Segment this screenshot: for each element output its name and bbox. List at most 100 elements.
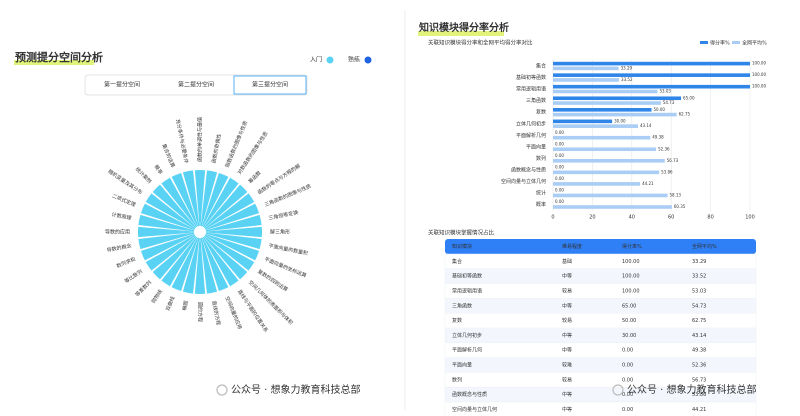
radial-bar	[201, 172, 229, 227]
radial-bar	[140, 233, 195, 261]
value-label: 33.29	[621, 65, 633, 70]
table-cell: 基础	[562, 258, 572, 265]
table-cell: 较难	[562, 362, 572, 369]
legend-swatch	[700, 41, 708, 44]
table-cell: 53.86	[692, 392, 706, 398]
table-cell: 较易	[562, 376, 572, 383]
title-highlight	[418, 31, 504, 36]
radial-label: 导数的概念	[106, 242, 132, 254]
radial-bar	[203, 184, 248, 229]
radial-bar	[202, 236, 239, 287]
value-label: 0.00	[555, 165, 564, 170]
table-row	[444, 312, 757, 329]
radial-bar	[145, 234, 196, 271]
radial-bar	[140, 203, 195, 231]
table-cell: 平面向量	[452, 362, 472, 369]
bar	[553, 135, 651, 140]
radial-bar	[137, 226, 195, 238]
radial-label: 导数的应用	[105, 229, 130, 236]
radial-bar	[200, 170, 218, 227]
table-cell: 100.00	[622, 289, 640, 295]
value-label: 43.14	[640, 123, 652, 128]
bar	[553, 101, 661, 105]
value-label: 0.00	[555, 141, 564, 146]
table-header	[445, 239, 756, 254]
table-row	[444, 298, 757, 314]
value-label: 44.21	[642, 181, 654, 186]
table-cell: 立体几何初步	[452, 332, 482, 339]
table-cell: 中等	[562, 332, 572, 339]
bar	[553, 73, 750, 77]
legend-swatch	[364, 56, 372, 64]
bar	[553, 78, 620, 82]
table-cell: 较易	[562, 317, 572, 324]
y-tick-label: 平面解析几何	[516, 132, 546, 139]
legend-label: 入门	[310, 56, 322, 64]
bar	[553, 193, 668, 198]
y-tick-label: 函数概念与性质	[511, 166, 546, 173]
table-row	[444, 357, 757, 373]
radial-label: 函数的单调性与最值	[197, 117, 204, 162]
radial-bar	[202, 177, 239, 228]
x-tick-label: 100	[745, 215, 755, 221]
radial-bar	[182, 237, 200, 294]
table-cell: 62.75	[692, 318, 706, 324]
legend-label: 得分率%	[710, 40, 730, 47]
tab-label[interactable]: 第三提分空间	[252, 81, 288, 89]
watermark: 公众号 · 想象力教育科技总部	[627, 383, 757, 396]
bar	[553, 159, 665, 163]
value-label: 30.00	[614, 118, 626, 123]
x-tick-label: 40	[629, 215, 635, 221]
value-label: 58.13	[670, 192, 682, 197]
radial-bar	[138, 214, 195, 232]
bar	[553, 119, 613, 124]
bar	[553, 182, 641, 186]
table-cell: 0.00	[622, 348, 633, 354]
legend-label: 全网平均%	[742, 40, 767, 47]
y-tick-label: 复数	[536, 109, 546, 116]
y-tick-label: 统计	[536, 190, 546, 197]
tab-label[interactable]: 第一提分空间	[104, 81, 140, 89]
table-cell: 空间向量与立体几何	[452, 406, 497, 413]
x-tick-label: 60	[668, 215, 674, 221]
radial-bar	[161, 177, 198, 228]
value-label: 33.52	[621, 77, 633, 82]
y-tick-label: 空间向量与立体几何	[501, 178, 546, 185]
table-cell: 52.36	[692, 363, 706, 369]
bar	[553, 89, 658, 94]
tab-label[interactable]: 第二提分空间	[178, 81, 214, 89]
table-cell: 53.03	[692, 289, 706, 295]
table-cell: 49.38	[692, 348, 706, 354]
radial-bar	[204, 234, 255, 271]
table-cell: 30.00	[622, 333, 636, 339]
table-cell: 中等	[562, 273, 572, 280]
value-label: 52.36	[658, 146, 670, 151]
table-cell: 54.73	[692, 303, 706, 309]
table-row	[444, 283, 757, 299]
radial-bar	[171, 237, 199, 292]
table-row	[444, 342, 757, 358]
tab-active[interactable]	[233, 75, 307, 95]
table-cell: 0.00	[622, 392, 633, 398]
y-tick-label: 立体几何初步	[516, 120, 546, 127]
table-cell: 集合	[452, 258, 462, 265]
table-row	[444, 268, 757, 284]
radial-bar	[203, 235, 248, 280]
table-title: 关联知识模块掌握情况占比	[428, 229, 495, 237]
radial-bar	[152, 235, 197, 280]
table-cell: 三角函数	[452, 302, 472, 309]
radial-bar	[171, 172, 199, 227]
radial-label: 直线的方程	[210, 300, 222, 326]
table-cell: 0.00	[622, 407, 633, 413]
radial-bar	[182, 170, 200, 227]
y-tick-label: 常用逻辑用语	[516, 86, 546, 93]
value-label: 100.00	[752, 84, 766, 89]
table-header-cell: 得分率%	[622, 243, 642, 250]
radial-bar	[201, 237, 229, 292]
value-label: 100.00	[752, 72, 766, 77]
bar	[553, 84, 750, 89]
value-label: 54.73	[663, 100, 675, 105]
value-label: 100.00	[752, 61, 766, 66]
table-cell: 43.14	[692, 333, 706, 339]
radial-label: 解三角形	[270, 229, 290, 236]
